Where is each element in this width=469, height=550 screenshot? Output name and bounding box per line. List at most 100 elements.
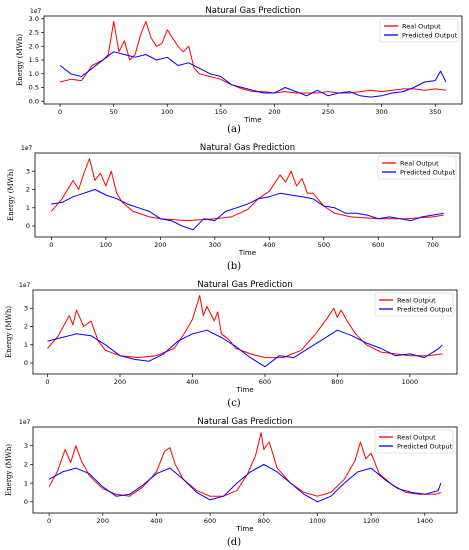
predicted-output-line xyxy=(48,463,442,503)
x-tick-label: 0 xyxy=(45,378,49,386)
x-tick-label: 1400 xyxy=(417,517,434,525)
y-axis-label: Energy (MWh) xyxy=(5,444,13,496)
x-tick-label: 700 xyxy=(427,241,439,249)
figure-caption: (b) xyxy=(227,261,241,272)
x-tick-label: 400 xyxy=(186,378,198,386)
x-tick-label: 200 xyxy=(154,241,166,249)
figure-caption: (c) xyxy=(227,398,241,409)
legend-box xyxy=(379,18,459,43)
y-tick-label: 1.5 xyxy=(29,56,39,64)
chart-title: Natural Gas Prediction xyxy=(197,280,292,290)
x-tick-label: 50 xyxy=(110,108,118,116)
chart-panel-b: Natural Gas Prediction 0 100 200 300 400 500 60… xyxy=(7,143,461,272)
chart-panel-c: Natural Gas Prediction 0 200 400 600 800 1000 0… xyxy=(5,280,458,409)
x-tick-label: 200 xyxy=(114,378,126,386)
legend-predicted-label: Predicted Output xyxy=(397,442,453,450)
y-tick-label: 1 xyxy=(24,341,28,349)
x-axis-label: Time xyxy=(235,386,253,394)
y-tick-label: 2.0 xyxy=(29,42,39,50)
x-tick-label: 400 xyxy=(150,517,162,525)
legend-real-label: Real Output xyxy=(402,22,441,30)
y-tick-label: 0 xyxy=(24,498,28,506)
x-tick-label: 200 xyxy=(97,517,109,525)
x-tick-label: 600 xyxy=(372,241,384,249)
y-exponent-label: 1e7 xyxy=(21,145,33,152)
predicted-output-line xyxy=(47,329,443,368)
y-tick-label: 0 xyxy=(26,222,30,230)
plot-frame xyxy=(34,152,461,238)
x-tick-label: 400 xyxy=(263,241,275,249)
x-tick-label: 800 xyxy=(258,517,270,525)
y-tick-label: 2.5 xyxy=(29,29,39,37)
y-tick-label: 3 xyxy=(26,167,30,175)
x-tick-label: 800 xyxy=(331,378,343,386)
chart-title: Natural Gas Prediction xyxy=(200,143,295,153)
chart-title: Natural Gas Prediction xyxy=(205,6,300,16)
legend-real-label: Real Output xyxy=(397,296,436,304)
x-tick-label: 1000 xyxy=(309,517,326,525)
legend-predicted-label: Predicted Output xyxy=(397,305,453,313)
x-tick-label: 600 xyxy=(204,517,216,525)
figure-caption: (d) xyxy=(227,537,241,548)
y-tick-label: 3 xyxy=(24,442,28,450)
x-tick-label: 100 xyxy=(100,241,112,249)
x-tick-label: 150 xyxy=(215,108,227,116)
legend-predicted-label: Predicted Output xyxy=(400,168,456,176)
predicted-output-line xyxy=(51,189,444,231)
x-tick-label: 0 xyxy=(49,241,53,249)
y-tick-label: 0.5 xyxy=(29,84,39,92)
y-tick-label: 1 xyxy=(26,204,30,212)
x-tick-label: 200 xyxy=(268,108,280,116)
x-tick-label: 100 xyxy=(161,108,173,116)
real-output-line xyxy=(47,295,443,359)
chart-title: Natural Gas Prediction xyxy=(197,417,292,427)
y-tick-label: 2 xyxy=(24,461,28,469)
y-tick-label: 3.0 xyxy=(29,15,39,23)
y-tick-label: 3 xyxy=(24,304,28,312)
x-tick-label: 1200 xyxy=(363,517,380,525)
legend-predicted-label: Predicted Output xyxy=(402,31,458,39)
y-tick-label: 0 xyxy=(24,359,28,367)
x-axis-label: Time xyxy=(238,249,256,257)
legend-box xyxy=(374,292,454,317)
y-tick-label: 2 xyxy=(26,186,30,194)
x-tick-label: 500 xyxy=(318,241,330,249)
x-tick-label: 1000 xyxy=(402,378,419,386)
y-axis-label: Energy (MWh) xyxy=(7,169,15,221)
legend-box xyxy=(377,155,457,180)
y-tick-label: 2 xyxy=(24,323,28,331)
y-tick-label: 0.0 xyxy=(29,97,39,105)
x-tick-label: 300 xyxy=(375,108,387,116)
real-output-line xyxy=(50,158,444,222)
legend-box xyxy=(374,429,454,454)
legend-real-label: Real Output xyxy=(400,159,439,167)
chart-panel-a: Natural Gas Prediction 0 50 100 150 200 250 300… xyxy=(16,6,463,135)
real-output-line xyxy=(59,21,446,94)
x-tick-label: 350 xyxy=(429,108,441,116)
y-exponent-label: 1e7 xyxy=(19,419,31,426)
chart-panel-d: Natural Gas Prediction 0 200 400 600 800 1000 1… xyxy=(5,417,458,548)
x-tick-label: 300 xyxy=(209,241,221,249)
x-axis-label: Time xyxy=(243,116,261,124)
plot-frame xyxy=(32,289,458,375)
y-tick-label: 1.0 xyxy=(29,70,39,78)
predicted-output-line xyxy=(59,51,447,98)
y-axis-label: Energy (MWh) xyxy=(5,306,13,358)
x-tick-label: 250 xyxy=(322,108,334,116)
y-axis-label: Energy (MWh) xyxy=(16,34,24,86)
figure-caption: (a) xyxy=(227,124,241,135)
x-tick-label: 0 xyxy=(47,517,51,525)
plot-frame xyxy=(32,426,458,514)
x-tick-label: 0 xyxy=(58,108,62,116)
x-tick-label: 600 xyxy=(259,378,271,386)
x-axis-label: Time xyxy=(235,525,253,533)
legend-real-label: Real Output xyxy=(397,433,436,441)
y-tick-label: 1 xyxy=(24,479,28,487)
y-exponent-label: 1e7 xyxy=(30,8,42,15)
y-exponent-label: 1e7 xyxy=(19,282,31,289)
